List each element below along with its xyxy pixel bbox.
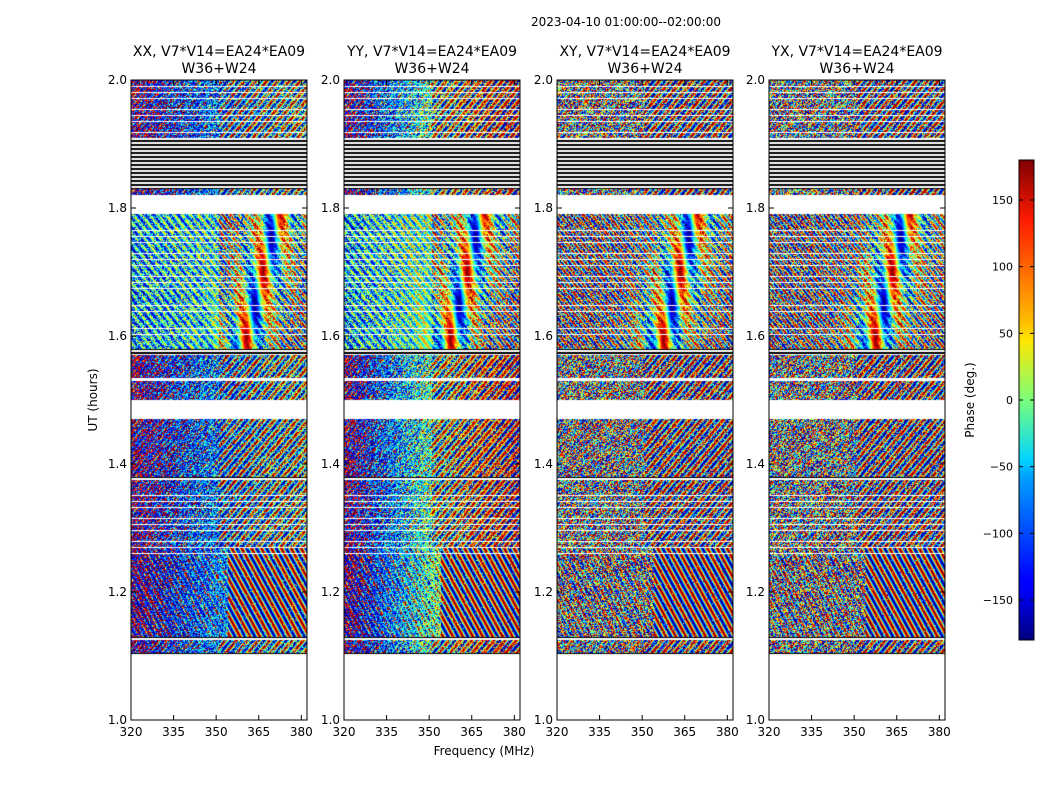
y-tick-label: 1.2 xyxy=(746,585,765,599)
panel-title-line2: W36+W24 xyxy=(394,61,469,77)
y-tick-label: 1.6 xyxy=(108,329,127,343)
y-tick-label: 1.8 xyxy=(746,201,765,215)
y-tick-label: 2.0 xyxy=(534,73,553,87)
y-tick-label: 1.8 xyxy=(534,201,553,215)
y-tick-label: 2.0 xyxy=(108,73,127,87)
y-axis-label: UT (hours) xyxy=(86,368,100,431)
phase-heatmap xyxy=(131,80,307,720)
x-tick-label: 320 xyxy=(120,725,143,739)
x-tick-label: 335 xyxy=(162,725,185,739)
panel-frame xyxy=(343,79,521,721)
y-tick-label: 2.0 xyxy=(746,73,765,87)
panel-frame xyxy=(130,79,308,721)
x-tick-label: 380 xyxy=(290,725,313,739)
panel-title-line1: YY, V7*V14=EA24*EA09 xyxy=(346,44,517,60)
x-tick-label: 350 xyxy=(205,725,228,739)
x-tick-label: 365 xyxy=(885,725,908,739)
y-tick-label: 1.0 xyxy=(321,713,340,727)
x-tick-label: 320 xyxy=(546,725,569,739)
x-tick-label: 365 xyxy=(247,725,270,739)
panel-title-line1: XX, V7*V14=EA24*EA09 xyxy=(133,44,305,60)
y-tick-label: 1.0 xyxy=(108,713,127,727)
panel-title-line1: XY, V7*V14=EA24*EA09 xyxy=(559,44,730,60)
colorbar-label: Phase (deg.) xyxy=(963,362,977,437)
x-tick-label: 365 xyxy=(673,725,696,739)
y-tick-label: 1.2 xyxy=(108,585,127,599)
x-tick-label: 320 xyxy=(333,725,356,739)
colorbar-tick-label: −100 xyxy=(983,527,1013,540)
panel-title-line1: YX, V7*V14=EA24*EA09 xyxy=(770,44,942,60)
x-tick-label: 365 xyxy=(460,725,483,739)
x-tick-label: 320 xyxy=(758,725,781,739)
x-tick-label: 335 xyxy=(800,725,823,739)
panel-title-line2: W36+W24 xyxy=(607,61,682,77)
y-tick-label: 1.6 xyxy=(746,329,765,343)
x-tick-label: 350 xyxy=(418,725,441,739)
panel-title-line2: W36+W24 xyxy=(181,61,256,77)
y-tick-label: 1.2 xyxy=(534,585,553,599)
colorbar-tick-label: 50 xyxy=(999,327,1013,340)
y-tick-label: 1.2 xyxy=(321,585,340,599)
phase-heatmap xyxy=(769,80,945,720)
y-tick-label: 1.8 xyxy=(321,201,340,215)
x-tick-label: 335 xyxy=(588,725,611,739)
x-tick-label: 380 xyxy=(716,725,739,739)
y-tick-label: 1.4 xyxy=(534,457,553,471)
x-tick-label: 350 xyxy=(843,725,866,739)
y-tick-label: 1.4 xyxy=(746,457,765,471)
panel-title-line2: W36+W24 xyxy=(819,61,894,77)
figure-suptitle: 2023-04-10 01:00:00--02:00:00 xyxy=(531,15,721,29)
x-tick-label: 335 xyxy=(375,725,398,739)
x-tick-label: 350 xyxy=(631,725,654,739)
colorbar-tick-label: −150 xyxy=(983,594,1013,607)
panel-frame xyxy=(556,79,734,721)
x-tick-label: 380 xyxy=(928,725,951,739)
y-tick-label: 1.0 xyxy=(746,713,765,727)
y-tick-label: 1.6 xyxy=(321,329,340,343)
colorbar-tick-label: 100 xyxy=(992,261,1013,274)
y-tick-label: 1.4 xyxy=(321,457,340,471)
y-tick-label: 1.8 xyxy=(108,201,127,215)
colorbar-tick-label: 150 xyxy=(992,194,1013,207)
y-tick-label: 1.0 xyxy=(534,713,553,727)
y-tick-label: 1.4 xyxy=(108,457,127,471)
y-tick-label: 2.0 xyxy=(321,73,340,87)
x-axis-label: Frequency (MHz) xyxy=(434,744,535,758)
colorbar-tick-label: −50 xyxy=(990,461,1013,474)
colorbar-tick-label: 0 xyxy=(1006,394,1013,407)
colorbar: 150 100 50 0 −50 −100 −150 Phase (deg.) xyxy=(963,159,1035,641)
phase-heatmap xyxy=(557,80,733,720)
phase-heatmap xyxy=(344,80,520,720)
y-tick-label: 1.6 xyxy=(534,329,553,343)
panel-frame xyxy=(768,79,946,721)
x-tick-label: 380 xyxy=(503,725,526,739)
colorbar-ticks: 150 100 50 0 −50 −100 −150 xyxy=(983,194,1034,607)
